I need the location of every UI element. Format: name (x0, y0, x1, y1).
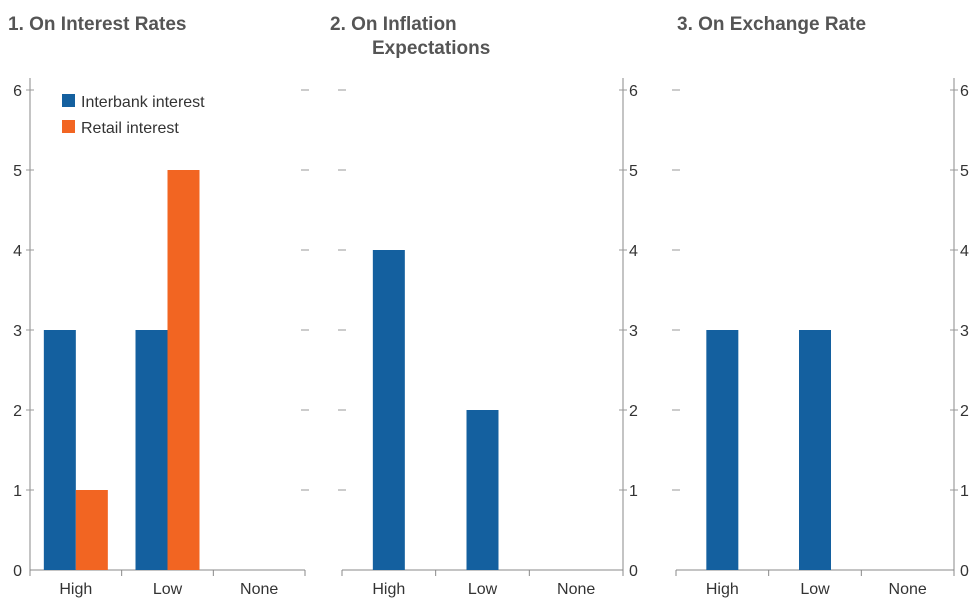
legend-label: Retail interest (81, 120, 179, 137)
chart-title: 2. On Inflation (330, 14, 457, 35)
bar-retail-low (167, 170, 200, 570)
y-tick-label: 1 (960, 483, 969, 500)
y-tick-label: 0 (960, 563, 969, 580)
y-tick-label: 3 (13, 323, 22, 340)
y-tick-label: 6 (13, 83, 22, 100)
bar-interbank-high (372, 250, 405, 570)
legend-label: Interbank interest (81, 94, 205, 111)
x-tick-label: High (372, 581, 405, 598)
bar-interbank-low (135, 330, 168, 570)
legend-swatch (62, 94, 75, 107)
y-tick-label: 5 (960, 163, 969, 180)
y-tick-label: 5 (13, 163, 22, 180)
x-tick-label: None (240, 581, 278, 598)
y-tick-label: 3 (629, 323, 638, 340)
y-tick-label: 0 (13, 563, 22, 580)
y-tick-label: 2 (960, 403, 969, 420)
chart-title: 3. On Exchange Rate (677, 14, 866, 35)
y-tick-label: 4 (13, 243, 22, 260)
y-tick-label: 4 (960, 243, 969, 260)
x-tick-label: Low (800, 581, 830, 598)
y-tick-label: 3 (960, 323, 969, 340)
y-tick-label: 0 (629, 563, 638, 580)
x-tick-label: High (706, 581, 739, 598)
x-tick-label: None (557, 581, 595, 598)
legend-swatch (62, 120, 75, 133)
bar-interbank-low (799, 330, 831, 570)
y-tick-label: 1 (629, 483, 638, 500)
bar-interbank-high (706, 330, 739, 570)
x-tick-label: Low (468, 581, 498, 598)
bar-interbank-low (466, 410, 499, 570)
y-tick-label: 4 (629, 243, 638, 260)
x-tick-label: None (889, 581, 927, 598)
x-tick-label: Low (153, 581, 183, 598)
y-tick-label: 6 (960, 83, 969, 100)
chart-title: 1. On Interest Rates (8, 14, 186, 35)
y-tick-label: 1 (13, 483, 22, 500)
chart-title: Expectations (372, 38, 490, 59)
bar-retail-high (75, 490, 108, 570)
bar-interbank-high (43, 330, 76, 570)
y-tick-label: 5 (629, 163, 638, 180)
y-tick-label: 6 (629, 83, 638, 100)
y-tick-label: 2 (629, 403, 638, 420)
y-tick-label: 2 (13, 403, 22, 420)
x-tick-label: High (59, 581, 92, 598)
